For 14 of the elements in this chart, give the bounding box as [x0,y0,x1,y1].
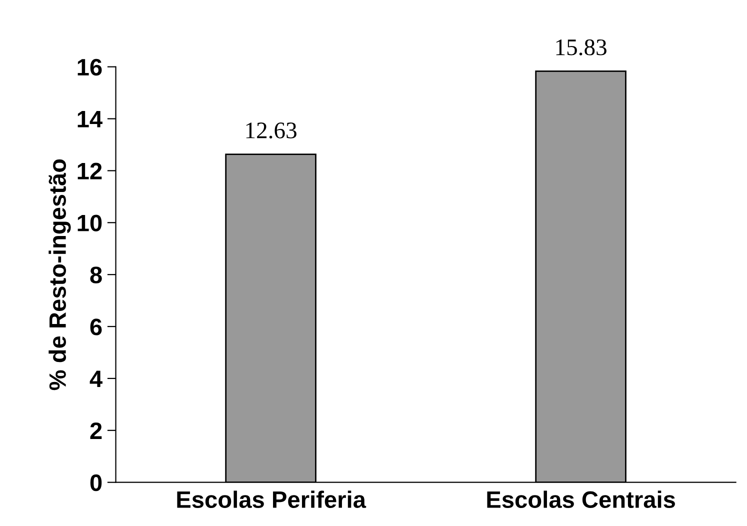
x-tick-label: Escolas Centrais [487,490,675,508]
y-tick-label: 12 [78,162,102,180]
data-label: 12.63 [246,122,296,139]
y-tick-label: 4 [90,370,102,388]
y-tick-label: 14 [78,111,102,128]
data-label: 15.83 [556,39,606,56]
x-tick-label: Escolas Periferia [177,490,366,508]
y-tick-label: 6 [90,318,102,336]
y-tick-label: 16 [78,58,102,76]
y-tick-label: 10 [78,214,102,232]
y-tick-label: 8 [90,266,102,284]
y-tick-label: 2 [90,422,102,439]
y-axis-title: % de Resto-ingestão [48,159,71,390]
y-tick-label: 0 [90,474,102,492]
